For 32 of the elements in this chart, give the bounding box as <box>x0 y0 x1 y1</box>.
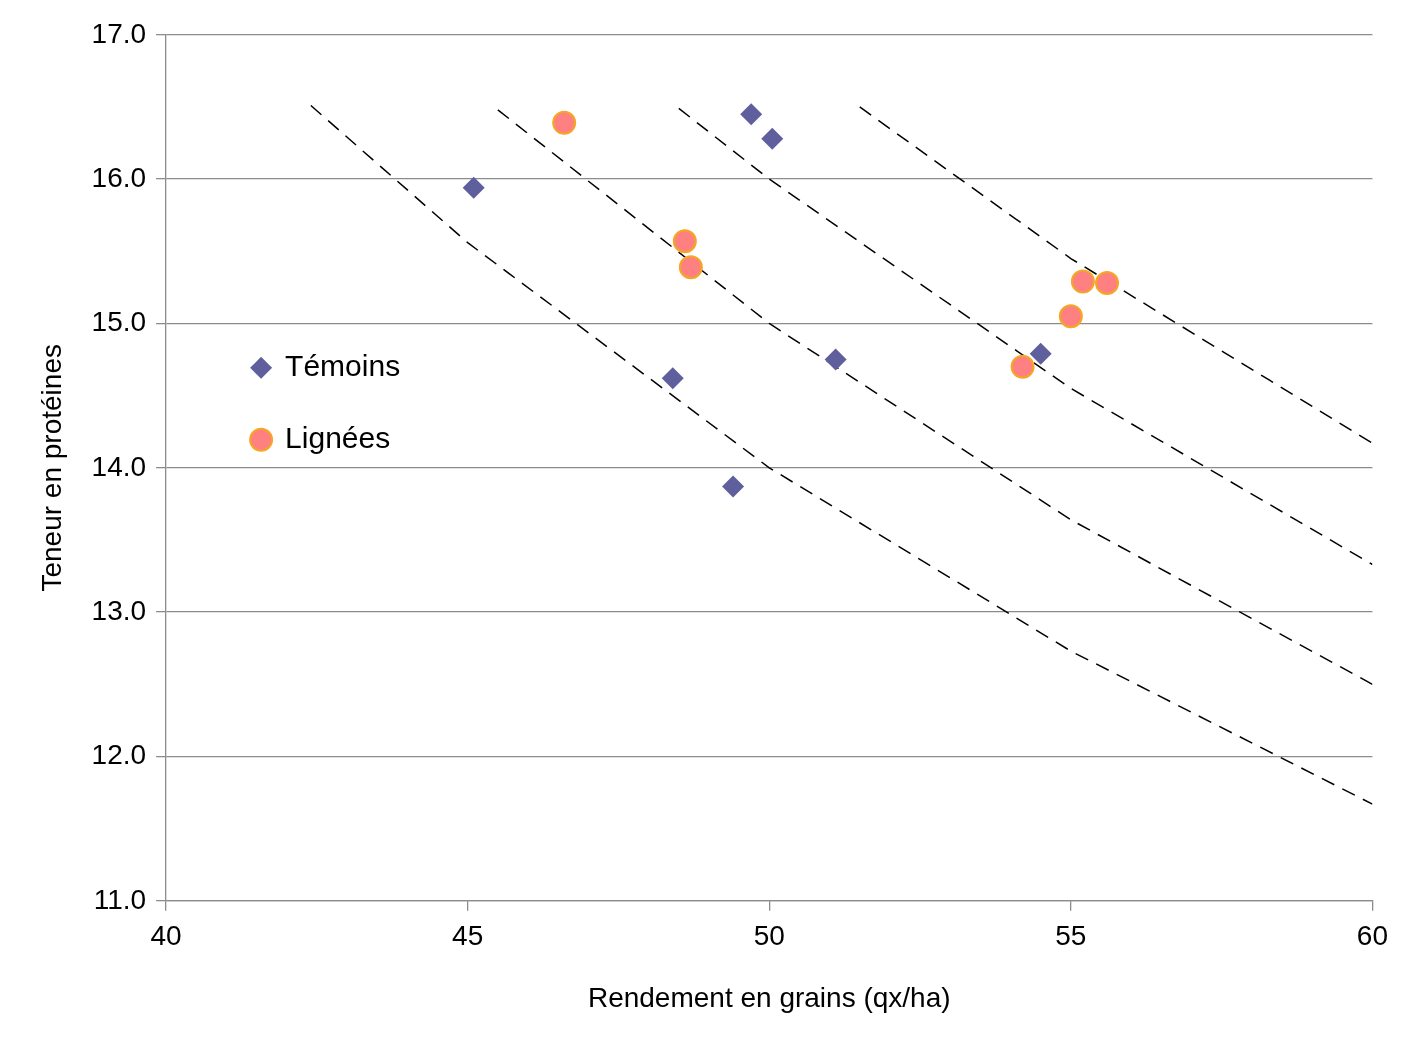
point <box>1010 354 1035 379</box>
x-tick-label: 50 <box>753 920 785 952</box>
point <box>661 367 684 390</box>
y-tick-label: 15.0 <box>91 306 147 338</box>
line-series <box>678 107 1373 566</box>
y-tick-label: 17.0 <box>91 17 147 49</box>
y-tick-label: 12.0 <box>91 739 147 771</box>
x-tick-label: 55 <box>1055 920 1087 952</box>
x-tick-label: 40 <box>150 920 182 952</box>
point <box>1070 269 1095 294</box>
point <box>678 255 703 280</box>
point <box>552 110 577 135</box>
x-tick-label: 60 <box>1356 920 1389 952</box>
line-series <box>497 109 1373 686</box>
point <box>824 348 847 371</box>
point <box>672 229 697 254</box>
point <box>761 127 784 150</box>
y-tick-label: 11.0 <box>93 883 147 915</box>
point <box>722 475 745 498</box>
y-tick-label: 14.0 <box>91 450 147 482</box>
point <box>740 103 763 126</box>
x-tick-label: 45 <box>452 920 484 952</box>
y-tick-label: 13.0 <box>91 594 147 626</box>
legend-label: Lignées <box>285 421 391 455</box>
point <box>1058 304 1083 329</box>
y-tick-label: 16.0 <box>91 161 147 193</box>
x-axis-title: Rendement en grains (qx/ha) <box>587 981 951 1013</box>
point <box>1095 271 1120 296</box>
y-axis-title: Teneur en protéines <box>35 344 67 592</box>
point <box>1029 342 1052 365</box>
legend-label: Témoins <box>285 349 401 383</box>
point <box>462 176 485 199</box>
